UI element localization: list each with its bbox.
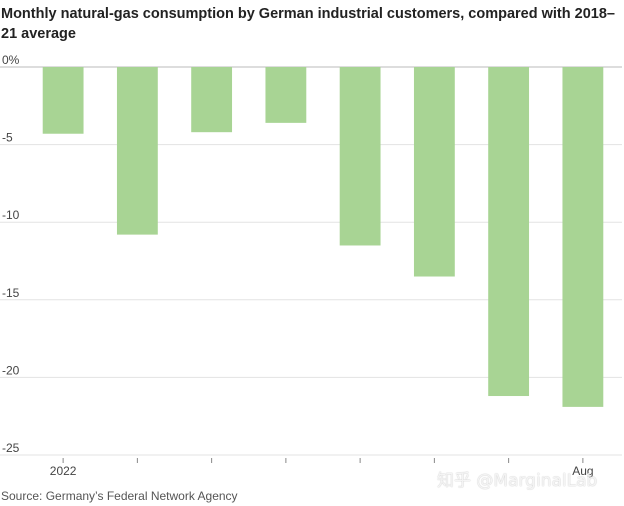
bar [191,67,233,133]
bar [265,67,307,123]
y-tick-label: 0% [2,53,20,67]
bar [339,67,381,246]
x-axis: 2022 Aug [50,458,594,478]
source-note: Source: Germany’s Federal Network Agency [1,489,238,503]
bar [413,67,455,277]
bar [562,67,604,407]
bars [42,67,604,407]
bar [488,67,530,397]
x-tick-label: 2022 [50,464,77,478]
y-tick-label: -25 [2,441,20,455]
y-tick-label: -10 [2,208,20,222]
x-tick-label: Aug [572,464,593,478]
chart-title: Monthly natural-gas consumption by Germa… [1,6,615,42]
bar [42,67,84,134]
bar [116,67,158,235]
watermark: 知乎 @MarginalLab [437,471,598,491]
y-axis-ticks: 0% -5 -10 -15 -20 -25 [2,53,20,455]
y-tick-label: -15 [2,286,20,300]
y-tick-label: -5 [2,131,13,145]
y-tick-label: -20 [2,363,20,377]
